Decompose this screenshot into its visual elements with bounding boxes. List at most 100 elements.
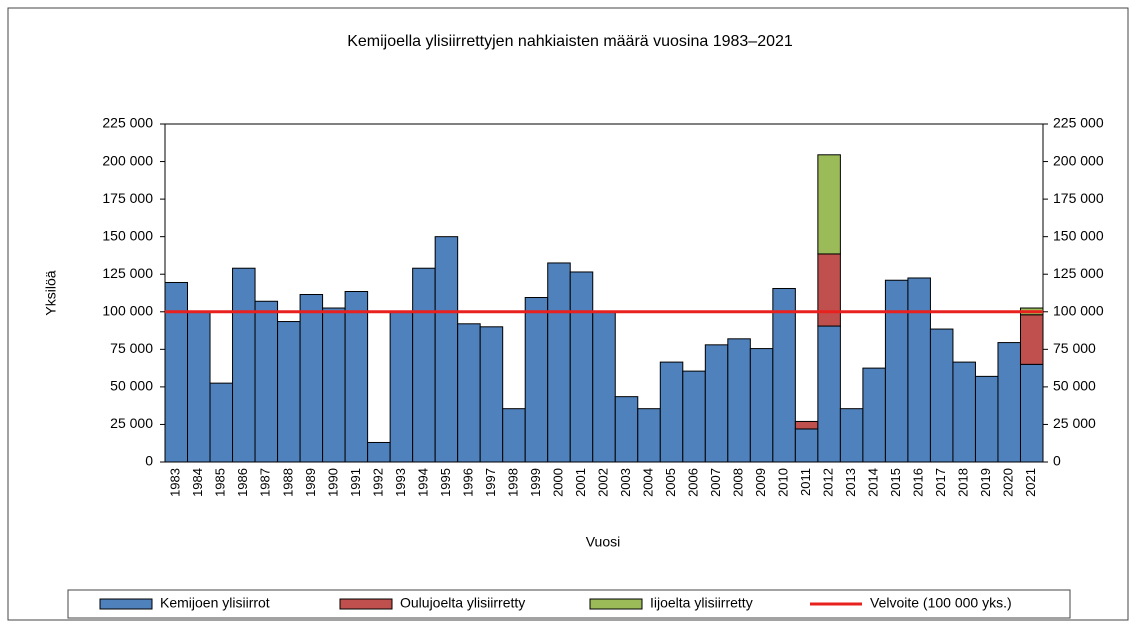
y2-tick-label: 25 000: [1053, 415, 1096, 431]
legend-label: Velvoite (100 000 yks.): [870, 595, 1012, 611]
x-tick-label: 2002: [595, 468, 610, 497]
bar: [187, 311, 211, 463]
y-tick-label: 175 000: [102, 190, 153, 206]
bar: [1019, 363, 1044, 463]
x-tick-label: 1988: [280, 468, 295, 497]
x-tick-label: 2008: [731, 468, 746, 497]
x-tick-label: 2011: [798, 468, 813, 496]
bar: [367, 441, 391, 463]
bar: [254, 300, 279, 463]
bar: [547, 262, 571, 463]
frame: [7, 7, 1129, 621]
bar: [434, 236, 459, 463]
y2-tick-label: 100 000: [1053, 302, 1104, 318]
x-tick-label: 2004: [640, 468, 655, 497]
x-tick-label: 2018: [956, 468, 971, 497]
legend-box: [67, 589, 1071, 619]
bar: [727, 338, 751, 463]
bar: [299, 294, 324, 463]
x-tick-label: 2012: [821, 468, 836, 497]
bar: [637, 408, 661, 463]
bar: [1019, 314, 1044, 365]
x-tick-label: 1996: [460, 468, 475, 497]
y-tick-label: 200 000: [102, 152, 153, 168]
x-tick-label: 2001: [573, 468, 588, 497]
bar: [974, 375, 999, 463]
x-tick-label: 2006: [685, 468, 700, 497]
chart-title: Kemijoella ylisiirrettyjen nahkiaisten m…: [347, 33, 793, 50]
y-axis-label: Yksilöä: [43, 270, 59, 315]
x-tick-label: 2003: [618, 468, 633, 497]
x-tick-label: 2010: [776, 468, 791, 497]
y2-tick-label: 125 000: [1053, 265, 1104, 281]
x-tick-label: 1991: [348, 468, 363, 497]
bar: [794, 428, 819, 463]
x-tick-label: 1993: [393, 468, 408, 497]
legend-swatch: [99, 598, 153, 610]
bar: [772, 287, 796, 463]
bar: [592, 311, 616, 463]
bar: [164, 281, 189, 463]
x-tick-label: 1994: [415, 468, 430, 497]
y2-tick-label: 75 000: [1053, 340, 1096, 356]
y2-tick-label: 200 000: [1053, 152, 1104, 168]
bar: [839, 408, 864, 463]
x-tick-label: 2000: [550, 468, 565, 497]
bar: [817, 325, 841, 463]
bar: [389, 311, 414, 463]
bar: [412, 267, 436, 463]
y2-tick-label: 0: [1053, 453, 1061, 469]
x-tick-label: 1985: [213, 468, 228, 497]
bar: [704, 344, 729, 463]
legend-swatch: [589, 598, 643, 610]
legend-swatch: [339, 598, 393, 610]
y-tick-label: 150 000: [102, 227, 153, 243]
x-tick-label: 1989: [303, 468, 318, 497]
bar: [569, 271, 594, 463]
y-tick-label: 25 000: [110, 415, 153, 431]
x-tick-label: 1986: [235, 468, 250, 497]
bar: [614, 396, 639, 463]
bar: [952, 361, 976, 463]
y-tick-label: 0: [145, 453, 153, 469]
x-tick-label: 2005: [663, 468, 678, 497]
bar: [479, 326, 504, 463]
bar: [884, 279, 909, 463]
x-tick-label: 2014: [866, 468, 881, 497]
bar: [457, 323, 481, 463]
x-tick-label: 1990: [325, 468, 340, 497]
x-tick-label: 2017: [933, 468, 948, 497]
bar: [209, 382, 234, 463]
x-tick-label: 2013: [843, 468, 858, 497]
bar: [929, 328, 954, 463]
bar: [817, 253, 841, 327]
y-tick-label: 225 000: [102, 115, 153, 131]
bar: [907, 277, 931, 463]
bar: [277, 321, 301, 463]
x-axis-label: Vuosi: [586, 534, 621, 550]
x-tick-label: 1992: [370, 468, 385, 497]
x-tick-label: 2007: [708, 468, 723, 497]
bar: [502, 408, 526, 463]
bar: [322, 307, 346, 463]
x-tick-label: 2021: [1023, 468, 1038, 497]
x-tick-label: 1983: [168, 468, 183, 497]
legend-label: Kemijoen ylisiirrot: [160, 595, 270, 611]
bar: [524, 297, 549, 463]
y-tick-label: 100 000: [102, 302, 153, 318]
x-tick-label: 1999: [528, 468, 543, 497]
y-tick-label: 75 000: [110, 340, 153, 356]
bar: [997, 342, 1021, 463]
x-tick-label: 2020: [1001, 468, 1016, 497]
y2-tick-label: 50 000: [1053, 378, 1096, 394]
bar: [794, 420, 819, 430]
bar: [659, 361, 684, 463]
x-tick-label: 2016: [911, 468, 926, 497]
x-tick-label: 2009: [753, 468, 768, 497]
x-tick-label: 1984: [190, 468, 205, 497]
x-tick-label: 1995: [438, 468, 453, 497]
x-tick-label: 1997: [483, 468, 498, 497]
legend-label: Oulujoelta ylisiirretty: [400, 595, 525, 611]
y2-tick-label: 150 000: [1053, 227, 1104, 243]
